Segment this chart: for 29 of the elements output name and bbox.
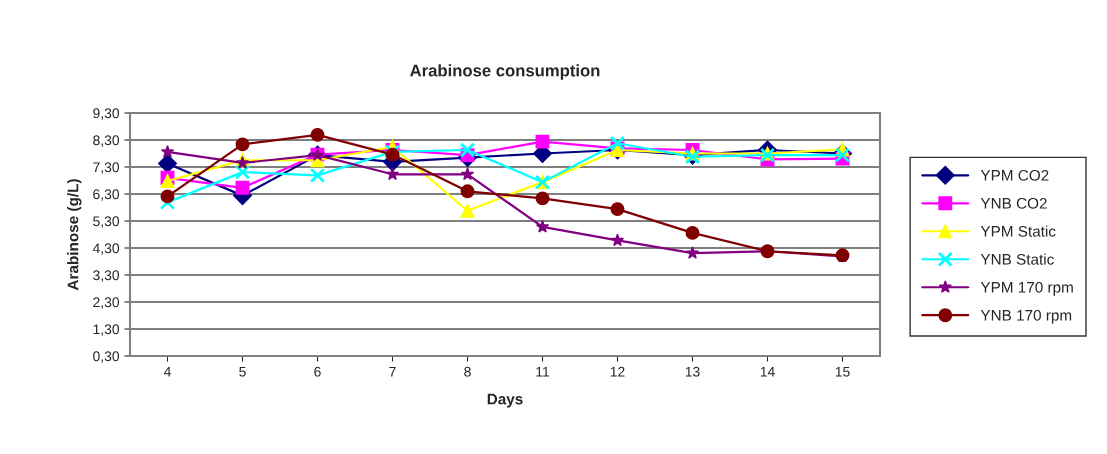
- x-tick-label: 14: [760, 366, 775, 377]
- legend-label: YNB CO2: [980, 197, 1047, 209]
- x-tick-label: 7: [389, 366, 396, 377]
- y-tick-label: 0,30: [93, 351, 120, 363]
- y-tick-label: 8,30: [93, 135, 120, 147]
- y-tick-label: 5,30: [93, 216, 120, 228]
- legend-label: YNB 170 rpm: [980, 309, 1072, 324]
- x-tick-label: 5: [239, 366, 246, 377]
- legend-label: YPM 170 rpm: [980, 281, 1073, 296]
- x-tick-label: 4: [163, 366, 171, 377]
- x-tick-label: 11: [536, 366, 550, 377]
- legend-label: YPM Static: [980, 225, 1056, 237]
- y-tick-label: 3,30: [93, 270, 120, 282]
- y-tick-label: 7,30: [93, 162, 120, 174]
- y-tick-label: 6,30: [93, 189, 120, 201]
- x-axis-title: Days: [487, 393, 523, 408]
- y-tick-label: 9,30: [93, 108, 120, 120]
- y-axis-title: Arabinose (g/L): [67, 179, 82, 291]
- y-tick-label: 4,30: [92, 243, 120, 255]
- y-tick-label: 1,30: [93, 324, 120, 336]
- chart-title: Arabinose consumption: [410, 64, 600, 80]
- legend-label: YNB Static: [980, 253, 1054, 265]
- x-tick-label: 13: [685, 366, 700, 377]
- x-tick-label: 12: [610, 366, 625, 377]
- y-tick-label: 2,30: [93, 297, 120, 309]
- x-tick-label: 8: [464, 366, 471, 377]
- x-tick-label: 6: [314, 366, 321, 377]
- legend-label: YPM CO2: [980, 169, 1049, 181]
- x-tick-label: 15: [835, 366, 850, 377]
